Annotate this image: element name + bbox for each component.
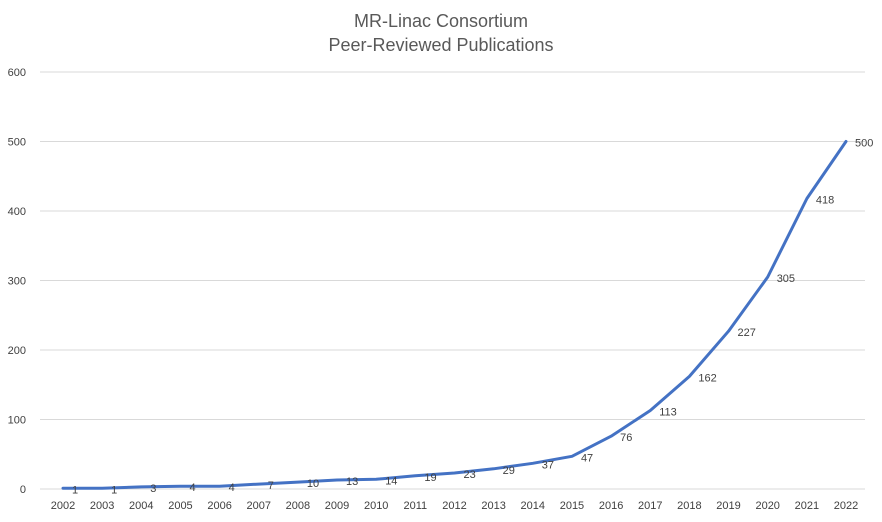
data-label: 7 xyxy=(268,480,274,492)
x-tick-label: 2005 xyxy=(168,500,192,512)
x-tick-label: 2010 xyxy=(364,500,388,512)
x-tick-label: 2004 xyxy=(129,500,153,512)
data-label: 3 xyxy=(150,483,156,495)
x-tick-label: 2013 xyxy=(481,500,505,512)
y-tick-label: 0 xyxy=(20,484,26,496)
data-label: 418 xyxy=(816,194,834,206)
data-label: 1 xyxy=(72,484,78,496)
x-tick-label: 2015 xyxy=(560,500,584,512)
chart-title-line-1: MR-Linac Consortium xyxy=(353,11,529,31)
data-label: 13 xyxy=(346,476,358,488)
data-label: 305 xyxy=(777,273,795,285)
y-tick-label: 200 xyxy=(8,345,26,357)
y-tick-label: 600 xyxy=(8,67,26,79)
data-label: 47 xyxy=(581,452,593,464)
x-tick-label: 2007 xyxy=(247,500,271,512)
data-label: 227 xyxy=(738,327,756,339)
x-tick-label: 2008 xyxy=(286,500,310,512)
data-label: 29 xyxy=(503,465,515,477)
data-label: 76 xyxy=(620,432,632,444)
data-label: 500 xyxy=(855,138,873,150)
y-tick-label: 300 xyxy=(8,276,26,288)
x-tick-label: 2017 xyxy=(638,500,662,512)
y-tick-label: 100 xyxy=(8,415,26,427)
y-tick-label: 400 xyxy=(8,206,26,218)
y-tick-label: 500 xyxy=(8,137,26,149)
chart-title-line-2: Peer-Reviewed Publications xyxy=(328,35,554,55)
x-tick-label: 2006 xyxy=(207,500,231,512)
data-label: 37 xyxy=(542,459,554,471)
data-label: 4 xyxy=(229,482,235,494)
series-line xyxy=(61,140,848,490)
x-tick-label: 2011 xyxy=(404,500,428,512)
x-tick-label: 2009 xyxy=(325,500,349,512)
data-label: 4 xyxy=(189,482,195,494)
x-tick-label: 2021 xyxy=(795,500,819,512)
x-tick-label: 2012 xyxy=(442,500,466,512)
x-tick-label: 2022 xyxy=(834,500,858,512)
data-label: 10 xyxy=(307,478,319,490)
x-tick-label: 2016 xyxy=(599,500,623,512)
x-tick-label: 2020 xyxy=(755,500,779,512)
data-label: 19 xyxy=(424,472,436,484)
data-label: 162 xyxy=(698,372,716,384)
x-tick-label: 2018 xyxy=(677,500,701,512)
x-tick-label: 2002 xyxy=(51,500,75,512)
x-tick-label: 2003 xyxy=(90,500,114,512)
x-tick-label: 2014 xyxy=(521,500,545,512)
data-label: 14 xyxy=(385,475,397,487)
data-label: 23 xyxy=(464,469,476,481)
data-label: 113 xyxy=(659,406,677,418)
x-tick-label: 2019 xyxy=(716,500,740,512)
data-label: 1 xyxy=(111,484,117,496)
